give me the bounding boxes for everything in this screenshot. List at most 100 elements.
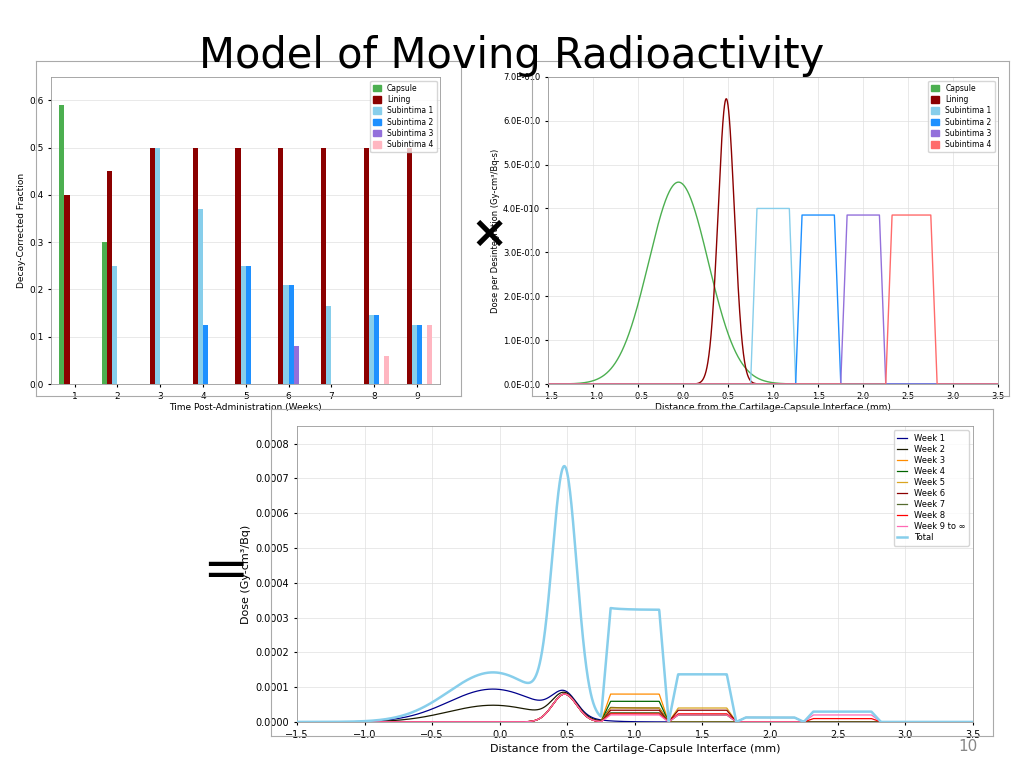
Line: Subintima 3: Subintima 3: [548, 215, 998, 384]
Week 8: [580, 711, 592, 720]
Text: ×: ×: [471, 213, 508, 256]
Week 5: [881, 717, 893, 727]
Week 8: [550, 696, 562, 705]
Week 8: [967, 717, 979, 727]
Subintima 1: [992, 379, 1005, 389]
Subintima 2: [542, 379, 554, 389]
Bar: [369, 316, 374, 384]
Legend: Capsule, Lining, Subintima 1, Subintima 2, Subintima 3, Subintima 4: Capsule, Lining, Subintima 1, Subintima …: [371, 81, 436, 152]
Week 6: [953, 717, 966, 727]
Week 7: [550, 696, 562, 705]
Week 2: [881, 717, 893, 727]
Week 5: [580, 711, 592, 720]
Subintima 3: [841, 210, 853, 220]
Week 4: [953, 717, 966, 727]
Bar: [193, 147, 198, 384]
Bar: [108, 171, 113, 384]
Bar: [374, 316, 379, 384]
Week 8: [368, 717, 380, 727]
Bar: [427, 325, 432, 384]
Week 5: [953, 717, 966, 727]
Subintima 3: [992, 379, 1005, 389]
Week 3: [953, 717, 966, 727]
Subintima 4: [983, 379, 995, 389]
Week 1: [291, 717, 303, 727]
Week 1: [881, 717, 893, 727]
Line: Week 3: Week 3: [297, 694, 973, 722]
Week 6: [291, 717, 303, 727]
Week 6: [550, 696, 562, 705]
Bar: [417, 325, 422, 384]
Total: [291, 717, 303, 727]
Lining: [720, 94, 732, 104]
Legend: Week 1, Week 2, Week 3, Week 4, Week 5, Week 6, Week 7, Week 8, Week 9 to ∞, Tot: Week 1, Week 2, Week 3, Week 4, Week 5, …: [894, 430, 969, 546]
Subintima 4: [734, 379, 746, 389]
Subintima 2: [983, 379, 995, 389]
Capsule: [620, 337, 632, 346]
Lining: [593, 379, 605, 389]
Bar: [155, 147, 160, 384]
Text: Model of Moving Radioactivity: Model of Moving Radioactivity: [200, 35, 824, 77]
Line: Week 4: Week 4: [297, 694, 973, 722]
Bar: [113, 266, 118, 384]
Line: Week 1: Week 1: [297, 689, 973, 722]
Week 1: [953, 717, 966, 727]
Lining: [983, 379, 995, 389]
Week 1: [580, 709, 592, 718]
Subintima 3: [983, 379, 995, 389]
Week 2: [368, 717, 380, 726]
Line: Week 7: Week 7: [297, 694, 973, 722]
Y-axis label: Dose (Gy-cm³/Bq): Dose (Gy-cm³/Bq): [242, 525, 252, 624]
Week 9 to ∞: [881, 717, 893, 727]
Subintima 3: [620, 379, 632, 389]
Lining: [992, 379, 1005, 389]
X-axis label: Distance from the Cartilage-Capsule Interface (mm): Distance from the Cartilage-Capsule Inte…: [489, 743, 780, 753]
Total: [580, 657, 592, 667]
Bar: [65, 195, 70, 384]
Week 7: [291, 717, 303, 727]
Lining: [620, 379, 632, 389]
Total: [550, 509, 562, 518]
Week 2: [291, 717, 303, 727]
Bar: [284, 285, 289, 384]
Text: 10: 10: [958, 739, 978, 754]
Week 1: [550, 687, 562, 697]
Bar: [412, 325, 417, 384]
Total: [881, 717, 893, 727]
Line: Subintima 4: Subintima 4: [548, 215, 998, 384]
Subintima 4: [542, 379, 554, 389]
Week 9 to ∞: [580, 711, 592, 720]
Bar: [321, 147, 327, 384]
Week 3: [368, 717, 380, 727]
Week 5: [408, 717, 420, 727]
Subintima 4: [715, 379, 727, 389]
Lining: [542, 379, 554, 389]
Text: =: =: [202, 545, 249, 599]
Week 3: [967, 717, 979, 727]
Capsule: [673, 177, 685, 187]
Week 2: [580, 710, 592, 719]
Subintima 3: [715, 379, 727, 389]
Bar: [102, 242, 108, 384]
Week 2: [557, 687, 569, 697]
Subintima 3: [734, 379, 746, 389]
Week 1: [368, 717, 380, 726]
Subintima 2: [593, 379, 605, 389]
Week 5: [291, 717, 303, 727]
Bar: [384, 356, 389, 384]
Line: Week 8: Week 8: [297, 694, 973, 722]
Subintima 3: [542, 379, 554, 389]
Subintima 4: [886, 210, 898, 220]
Week 5: [967, 717, 979, 727]
Week 3: [604, 690, 616, 699]
Week 4: [881, 717, 893, 727]
Bar: [294, 346, 299, 384]
Week 2: [967, 717, 979, 727]
Week 4: [408, 717, 420, 727]
Week 9 to ∞: [558, 690, 570, 699]
Week 3: [550, 696, 562, 705]
Week 3: [408, 717, 420, 727]
Week 4: [580, 711, 592, 720]
Subintima 1: [593, 379, 605, 389]
Bar: [150, 147, 155, 384]
